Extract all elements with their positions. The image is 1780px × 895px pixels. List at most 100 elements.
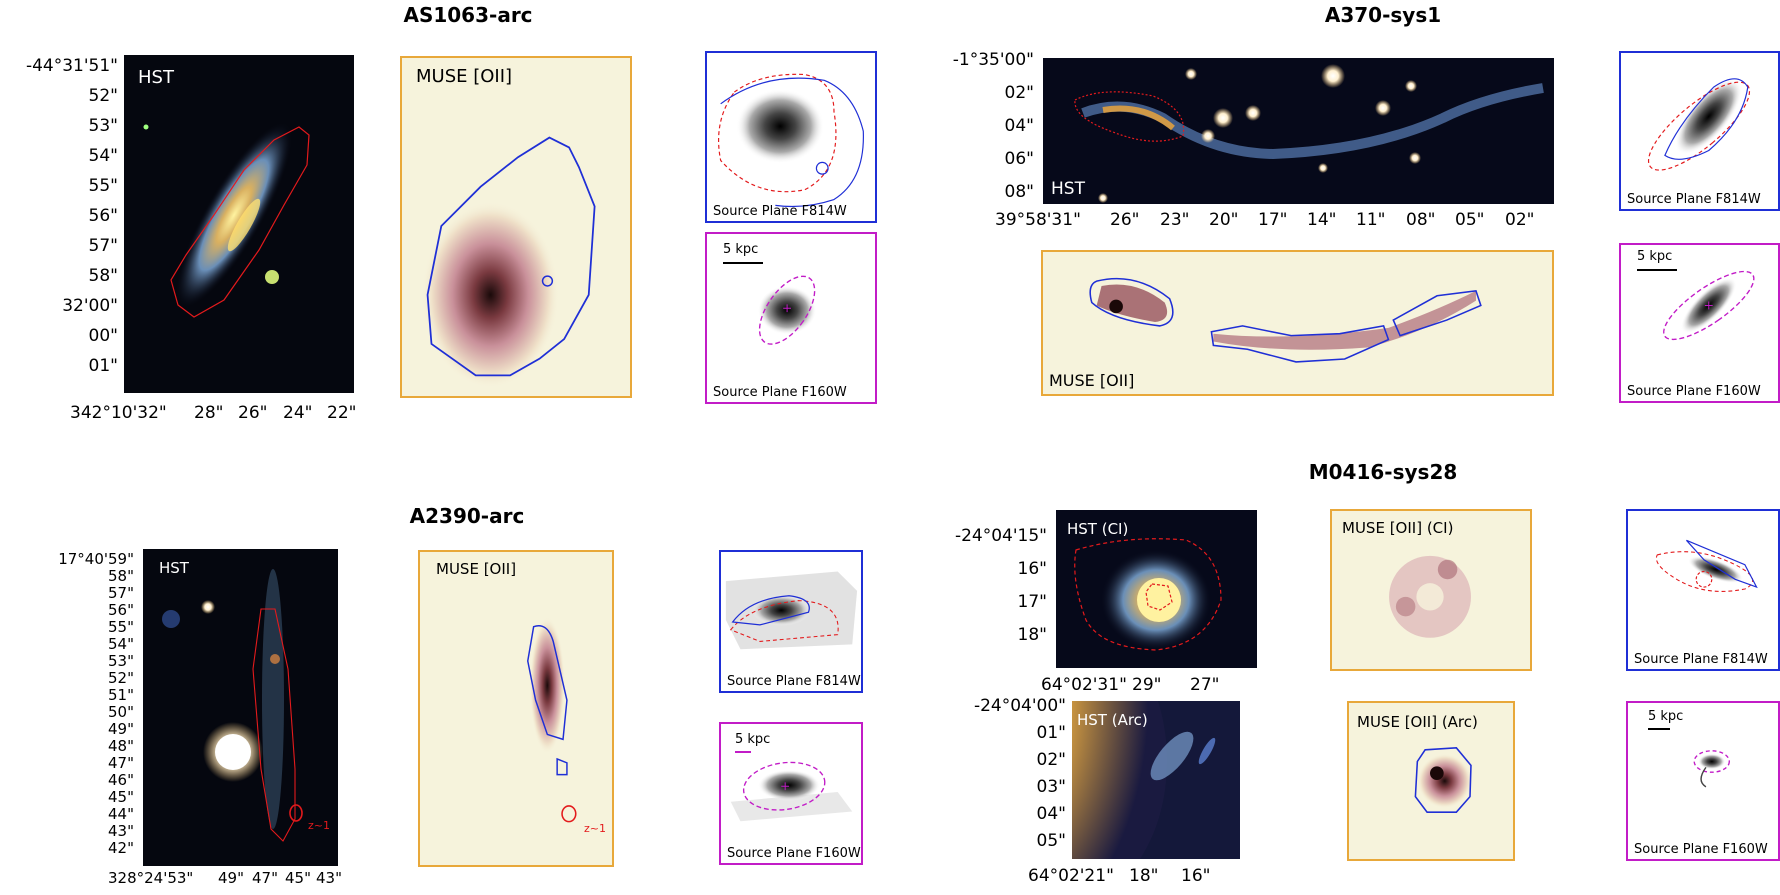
ra-tick: 45" xyxy=(285,869,311,887)
hst-arc-panel-m0416: HST (Arc) xyxy=(1072,701,1240,859)
dec-tick: 03" xyxy=(1036,777,1066,797)
ra-tick: 328°24'53" xyxy=(108,869,194,887)
ra-tick: 64°02'31" xyxy=(1041,675,1127,695)
dec-tick: 32'00" xyxy=(62,296,118,316)
ra-tick: 27" xyxy=(1190,675,1220,695)
dec-tick: -24°04'15" xyxy=(954,526,1047,546)
ra-tick: 18" xyxy=(1129,866,1159,886)
f814w-label: Source Plane F814W xyxy=(1627,192,1761,207)
scalebar-label: 5 kpc xyxy=(723,242,759,257)
f814w-label: Source Plane F814W xyxy=(1634,652,1768,667)
ra-tick: 29" xyxy=(1132,675,1162,695)
muse-ci-panel-m0416: MUSE [OII] (CI) xyxy=(1330,509,1532,671)
ra-tick: 20" xyxy=(1209,210,1239,230)
f160w-panel-a370: 5 kpc Source Plane F160W xyxy=(1619,243,1780,403)
hst-label: HST xyxy=(138,67,174,88)
muse-ci-label: MUSE [OII] (CI) xyxy=(1342,519,1454,537)
ra-tick: 26" xyxy=(1110,210,1140,230)
muse-label: MUSE [OII] xyxy=(436,560,517,578)
scalebar xyxy=(1648,728,1670,730)
dec-tick: 56" xyxy=(108,601,134,619)
hst-panel-as1063: HST xyxy=(124,55,354,393)
f160w-label: Source Plane F160W xyxy=(1627,384,1761,399)
muse-panel-a370: MUSE [OII] xyxy=(1041,250,1554,396)
dec-tick: 53" xyxy=(108,652,134,670)
dec-tick: -1°35'00" xyxy=(952,50,1034,70)
scalebar xyxy=(735,751,751,753)
dec-tick: 43" xyxy=(108,822,134,840)
dec-tick: 55" xyxy=(88,176,118,196)
scalebar xyxy=(1637,269,1677,271)
dec-tick: 08" xyxy=(1004,182,1034,202)
f814w-panel-as1063: Source Plane F814W xyxy=(705,51,877,223)
dec-tick: 17°40'59" xyxy=(58,550,134,568)
ra-tick: 05" xyxy=(1455,210,1485,230)
dec-tick: 06" xyxy=(1004,149,1034,169)
ra-tick: 11" xyxy=(1356,210,1386,230)
f160w-label: Source Plane F160W xyxy=(727,846,861,861)
hst-ci-panel-m0416: HST (CI) xyxy=(1056,510,1257,668)
scalebar-label: 5 kpc xyxy=(735,732,771,747)
muse-panel-as1063: MUSE [OII] xyxy=(400,56,632,398)
ra-tick: 47" xyxy=(252,869,278,887)
dec-tick: 42" xyxy=(108,839,134,857)
ra-tick: 28" xyxy=(194,403,224,423)
muse-label: MUSE [OII] xyxy=(416,66,513,87)
dec-tick: 02" xyxy=(1036,750,1066,770)
dec-tick: -24°04'00" xyxy=(973,696,1066,716)
hst-label: HST xyxy=(1051,179,1085,199)
muse-arc-label: MUSE [OII] (Arc) xyxy=(1357,713,1478,731)
dec-tick: 46" xyxy=(108,771,134,789)
dec-tick: 01" xyxy=(1036,723,1066,743)
z-label: z~1 xyxy=(308,819,330,832)
hst-panel-a370: HST xyxy=(1043,58,1554,204)
dec-tick: 50" xyxy=(108,703,134,721)
title-a370: A370-sys1 xyxy=(1324,3,1442,27)
ra-tick: 26" xyxy=(238,403,268,423)
ra-tick: 39°58'31" xyxy=(995,210,1081,230)
scalebar-label: 5 kpc xyxy=(1648,709,1684,724)
dec-tick: 54" xyxy=(88,146,118,166)
dec-tick: 44" xyxy=(108,805,134,823)
f814w-panel-m0416: Source Plane F814W xyxy=(1626,509,1780,671)
title-a2390: A2390-arc xyxy=(409,504,525,528)
dec-tick: 01" xyxy=(88,356,118,376)
dec-tick: 48" xyxy=(108,737,134,755)
dec-tick: 57" xyxy=(108,584,134,602)
dec-tick: 05" xyxy=(1036,831,1066,851)
dec-tick: 55" xyxy=(108,618,134,636)
dec-tick: 52" xyxy=(108,669,134,687)
f160w-label: Source Plane F160W xyxy=(713,385,847,400)
dec-tick: 45" xyxy=(108,788,134,806)
f814w-label: Source Plane F814W xyxy=(727,674,861,689)
f160w-panel-m0416: 5 kpc Source Plane F160W xyxy=(1626,701,1780,861)
dec-tick: 18" xyxy=(1017,625,1047,645)
ra-tick: 14" xyxy=(1307,210,1337,230)
f160w-label: Source Plane F160W xyxy=(1634,842,1768,857)
dec-tick: 57" xyxy=(88,236,118,256)
ra-tick: 342°10'32" xyxy=(70,403,167,423)
ra-tick: 23" xyxy=(1160,210,1190,230)
f814w-label: Source Plane F814W xyxy=(713,204,847,219)
f814w-panel-a2390: Source Plane F814W xyxy=(719,550,863,693)
dec-tick: 52" xyxy=(88,86,118,106)
ra-tick: 17" xyxy=(1258,210,1288,230)
dec-tick: 56" xyxy=(88,206,118,226)
ra-tick: 24" xyxy=(283,403,313,423)
ra-tick: 08" xyxy=(1406,210,1436,230)
scalebar-label: 5 kpc xyxy=(1637,249,1673,264)
hst-ci-label: HST (CI) xyxy=(1067,520,1129,538)
f160w-panel-as1063: 5 kpc Source Plane F160W xyxy=(705,232,877,404)
dec-tick: -44°31'51" xyxy=(25,56,118,76)
hst-panel-a2390: HST z~1 xyxy=(143,549,338,866)
dec-tick: 04" xyxy=(1036,804,1066,824)
dec-tick: 00" xyxy=(88,326,118,346)
title-m0416: M0416-sys28 xyxy=(1308,460,1458,484)
z-label: z~1 xyxy=(584,822,606,835)
dec-tick: 58" xyxy=(108,567,134,585)
title-as1063: AS1063-arc xyxy=(403,3,533,27)
dec-tick: 49" xyxy=(108,720,134,738)
dec-tick: 04" xyxy=(1004,116,1034,136)
ra-tick: 22" xyxy=(327,403,357,423)
dec-tick: 53" xyxy=(88,116,118,136)
